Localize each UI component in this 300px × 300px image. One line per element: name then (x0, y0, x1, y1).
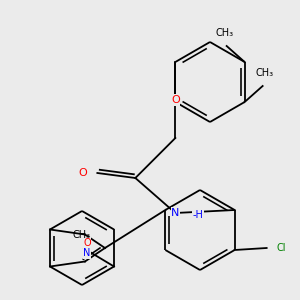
Text: CH₃: CH₃ (256, 68, 274, 78)
Text: Cl: Cl (277, 243, 286, 253)
Text: N: N (171, 208, 179, 218)
Text: O: O (83, 238, 91, 248)
Text: N: N (83, 248, 91, 259)
Text: O: O (79, 168, 87, 178)
Text: CH₃: CH₃ (73, 230, 91, 241)
Text: -H: -H (192, 210, 203, 220)
Text: O: O (171, 95, 180, 105)
Text: CH₃: CH₃ (216, 28, 234, 38)
